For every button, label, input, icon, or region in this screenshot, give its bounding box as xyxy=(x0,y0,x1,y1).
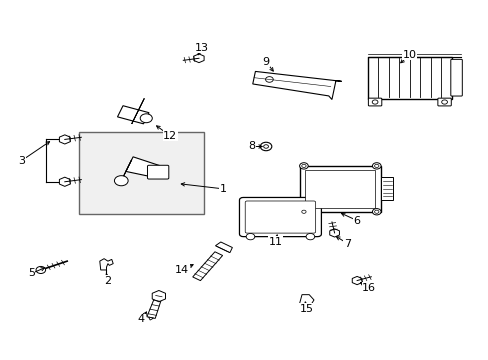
Circle shape xyxy=(260,142,271,151)
Polygon shape xyxy=(117,106,149,124)
FancyBboxPatch shape xyxy=(79,132,203,213)
Polygon shape xyxy=(125,157,159,177)
Polygon shape xyxy=(152,291,165,302)
FancyBboxPatch shape xyxy=(450,59,461,96)
Circle shape xyxy=(114,176,128,186)
Circle shape xyxy=(299,163,307,169)
Polygon shape xyxy=(148,317,153,320)
FancyBboxPatch shape xyxy=(367,98,381,106)
Polygon shape xyxy=(215,242,232,253)
FancyBboxPatch shape xyxy=(244,201,315,233)
Text: 1: 1 xyxy=(219,184,226,194)
Text: 14: 14 xyxy=(175,265,189,275)
Text: 11: 11 xyxy=(268,237,282,247)
Circle shape xyxy=(305,233,314,240)
Bar xyxy=(380,177,392,200)
Polygon shape xyxy=(193,54,203,63)
Text: 10: 10 xyxy=(402,50,416,60)
Text: 5: 5 xyxy=(28,269,35,279)
Polygon shape xyxy=(146,296,162,318)
Circle shape xyxy=(245,233,254,240)
Circle shape xyxy=(299,208,307,215)
Text: 13: 13 xyxy=(194,43,208,53)
Circle shape xyxy=(372,163,380,169)
Text: 12: 12 xyxy=(163,131,177,141)
Text: 15: 15 xyxy=(299,304,313,314)
Bar xyxy=(305,170,375,207)
Bar xyxy=(299,166,380,212)
Polygon shape xyxy=(100,259,113,270)
Polygon shape xyxy=(299,294,313,307)
Polygon shape xyxy=(252,71,341,99)
Text: 7: 7 xyxy=(343,239,350,248)
Text: 8: 8 xyxy=(247,141,255,152)
Polygon shape xyxy=(131,98,144,124)
FancyBboxPatch shape xyxy=(239,198,321,237)
Circle shape xyxy=(372,208,380,215)
Text: 2: 2 xyxy=(104,275,111,285)
Circle shape xyxy=(36,266,45,274)
Polygon shape xyxy=(351,276,361,285)
Polygon shape xyxy=(59,177,70,186)
Polygon shape xyxy=(329,229,339,237)
Text: 6: 6 xyxy=(353,216,360,226)
Text: 16: 16 xyxy=(361,283,375,293)
Text: 9: 9 xyxy=(262,57,269,67)
Text: 4: 4 xyxy=(138,314,145,324)
FancyBboxPatch shape xyxy=(367,57,451,99)
Polygon shape xyxy=(122,160,131,179)
FancyBboxPatch shape xyxy=(147,165,168,179)
Polygon shape xyxy=(59,135,70,144)
Circle shape xyxy=(140,114,152,123)
Text: 3: 3 xyxy=(18,156,25,166)
Polygon shape xyxy=(192,252,222,281)
FancyBboxPatch shape xyxy=(437,98,450,106)
